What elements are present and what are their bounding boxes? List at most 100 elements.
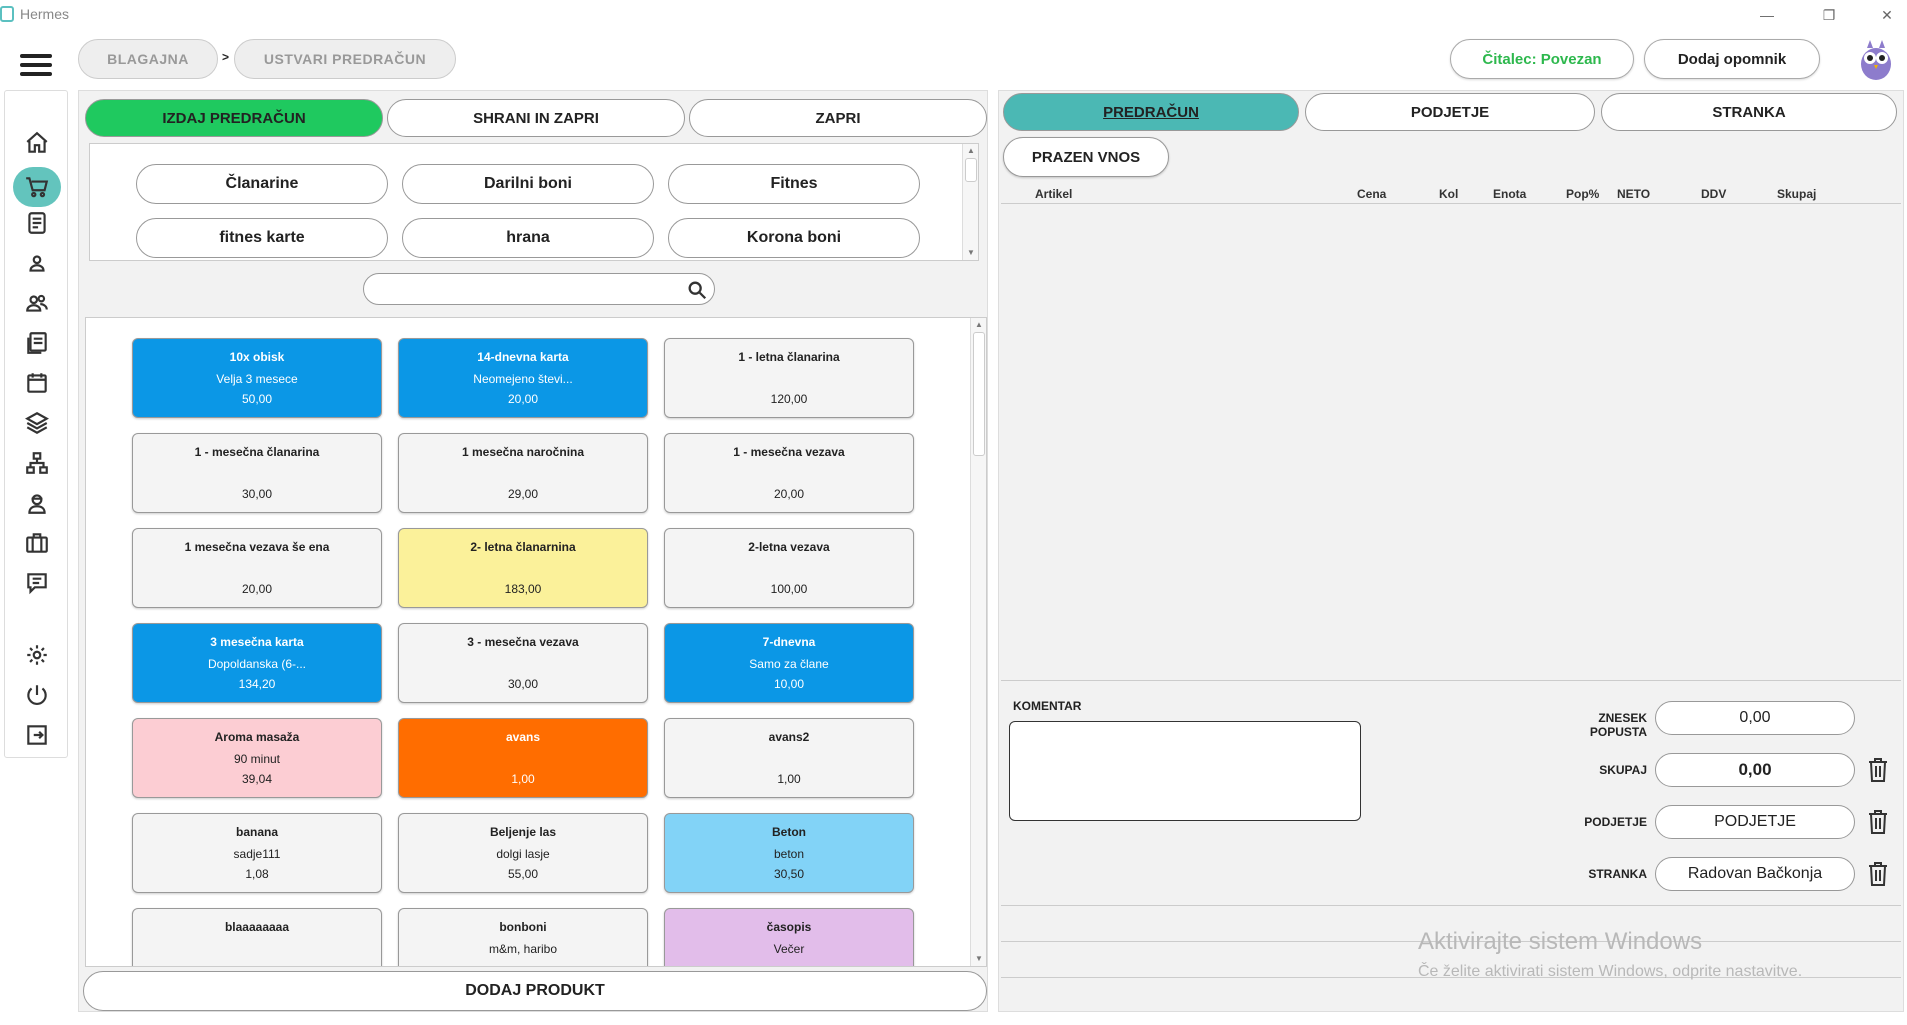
category-clanarine[interactable]: Članarine: [136, 164, 388, 204]
category-scrollbar[interactable]: ▲ ▼: [962, 144, 978, 260]
gear-icon[interactable]: [21, 639, 53, 671]
product-description: Velja 3 mesece: [216, 372, 298, 386]
product-tile[interactable]: avans 1,00: [398, 718, 648, 798]
product-name: časopis: [766, 920, 812, 934]
add-product-button[interactable]: DODAJ PRODUKT: [83, 971, 987, 1011]
product-tile[interactable]: 1 mesečna naročnina 29,00: [398, 433, 648, 513]
tab-predracun[interactable]: PREDRAČUN: [1003, 93, 1299, 131]
avatar[interactable]: [1858, 36, 1894, 82]
category-scroll-thumb[interactable]: [965, 158, 977, 182]
scroll-down-icon[interactable]: ▼: [967, 248, 975, 257]
close-window-button[interactable]: ✕: [1881, 7, 1893, 23]
layers-icon[interactable]: [21, 407, 53, 439]
breadcrumb-ustvari-predracun[interactable]: USTVARI PREDRAČUN: [234, 39, 456, 79]
scroll-down-icon[interactable]: ▼: [975, 954, 983, 963]
calendar-icon[interactable]: [21, 367, 53, 399]
person-icon[interactable]: [21, 247, 53, 279]
save-and-close-button[interactable]: SHRANI IN ZAPRI: [387, 99, 685, 137]
category-hrana[interactable]: hrana: [402, 218, 654, 258]
product-tile[interactable]: blaaaaaaaa: [132, 908, 382, 966]
product-tile[interactable]: 7-dnevna Samo za člane 10,00: [664, 623, 914, 703]
scroll-up-icon[interactable]: ▲: [967, 146, 975, 155]
worker-icon[interactable]: [21, 487, 53, 519]
invoice-panel: PREDRAČUN PODJETJE STRANKA PRAZEN VNOS A…: [998, 90, 1904, 1012]
company-field[interactable]: PODJETJE: [1655, 805, 1855, 839]
product-name: banana: [235, 825, 278, 839]
customer-field[interactable]: Radovan Bačkonja: [1655, 857, 1855, 891]
divider: [1001, 977, 1901, 978]
scroll-up-icon[interactable]: ▲: [975, 320, 983, 329]
products-panel: IZDAJ PREDRAČUN SHRANI IN ZAPRI ZAPRI Čl…: [78, 90, 988, 1012]
documents-icon[interactable]: [21, 327, 53, 359]
close-button[interactable]: ZAPRI: [689, 99, 987, 137]
network-icon[interactable]: [21, 447, 53, 479]
discount-field[interactable]: 0,00: [1655, 701, 1855, 735]
product-tile[interactable]: 10x obisk Velja 3 mesece 50,00: [132, 338, 382, 418]
product-price: 134,20: [238, 677, 276, 691]
briefcase-icon[interactable]: [21, 527, 53, 559]
product-price: 1,00: [777, 772, 801, 786]
product-tile[interactable]: 1 - letna članarina 120,00: [664, 338, 914, 418]
document-icon[interactable]: [21, 207, 53, 239]
product-tile[interactable]: Aroma masaža 90 minut 39,04: [132, 718, 382, 798]
product-tile[interactable]: 3 - mesečna vezava 30,00: [398, 623, 648, 703]
product-description: sadje111: [233, 847, 281, 861]
chat-icon[interactable]: [21, 567, 53, 599]
product-price: 29,00: [507, 487, 539, 501]
product-price: 20,00: [773, 487, 805, 501]
restore-button[interactable]: ❐: [1822, 7, 1836, 23]
divider: [1001, 905, 1901, 906]
tab-stranka[interactable]: STRANKA: [1601, 93, 1897, 131]
add-reminder-button[interactable]: Dodaj opomnik: [1644, 39, 1820, 79]
invoice-items-list[interactable]: [1001, 203, 1901, 681]
home-icon[interactable]: [21, 127, 53, 159]
comment-label: KOMENTAR: [1013, 699, 1082, 713]
empty-entry-button[interactable]: PRAZEN VNOS: [1003, 137, 1169, 177]
product-tile[interactable]: bonboni m&m, haribo: [398, 908, 648, 966]
product-tile[interactable]: 3 mesečna karta Dopoldanska (6-... 134,20: [132, 623, 382, 703]
product-name: 1 - letna članarina: [738, 350, 840, 364]
product-name: 1 mesečna naročnina: [461, 445, 585, 459]
product-tile[interactable]: 1 mesečna vezava še ena 20,00: [132, 528, 382, 608]
category-fitnes-karte[interactable]: fitnes karte: [136, 218, 388, 258]
trash-icon[interactable]: [1867, 861, 1889, 887]
window-title: Hermes: [20, 6, 70, 22]
product-scroll-thumb[interactable]: [973, 332, 985, 456]
power-icon[interactable]: [21, 679, 53, 711]
product-name: Aroma masaža: [214, 730, 300, 744]
tab-podjetje[interactable]: PODJETJE: [1305, 93, 1595, 131]
product-name: 14-dnevna karta: [477, 350, 569, 364]
product-tile[interactable]: 2- letna članarnina 183,00: [398, 528, 648, 608]
product-tile[interactable]: Beljenje las dolgi lasje 55,00: [398, 813, 648, 893]
reader-status-button[interactable]: Čitalec: Povezan: [1450, 39, 1634, 79]
trash-icon[interactable]: [1867, 809, 1889, 835]
product-tile[interactable]: avans2 1,00: [664, 718, 914, 798]
product-tile[interactable]: 2-letna vezava 100,00: [664, 528, 914, 608]
minimize-button[interactable]: —: [1760, 7, 1774, 23]
comment-textarea[interactable]: [1009, 721, 1361, 821]
category-fitnes[interactable]: Fitnes: [668, 164, 920, 204]
product-tile[interactable]: banana sadje111 1,08: [132, 813, 382, 893]
sidebar: [4, 90, 68, 758]
issue-invoice-button[interactable]: IZDAJ PREDRAČUN: [85, 99, 383, 137]
product-description: Neomejeno števi...: [473, 372, 573, 386]
product-tile[interactable]: Beton beton 30,50: [664, 813, 914, 893]
product-name: 1 - mesečna članarina: [194, 445, 320, 459]
logout-icon[interactable]: [21, 719, 53, 751]
product-tile[interactable]: časopis Večer: [664, 908, 914, 966]
search-icon[interactable]: [686, 279, 708, 301]
breadcrumb-blagajna[interactable]: BLAGAJNA: [78, 39, 218, 79]
search-input[interactable]: [376, 278, 676, 300]
product-scrollbar[interactable]: ▲ ▼: [970, 318, 986, 966]
category-darilni-boni[interactable]: Darilni boni: [402, 164, 654, 204]
category-korona-boni[interactable]: Korona boni: [668, 218, 920, 258]
product-name: Beljenje las: [489, 825, 557, 839]
trash-icon[interactable]: [1867, 757, 1889, 783]
product-tile[interactable]: 1 - mesečna vezava 20,00: [664, 433, 914, 513]
cart-icon[interactable]: [13, 167, 61, 207]
owl-avatar-icon: [1861, 40, 1891, 80]
people-icon[interactable]: [21, 287, 53, 319]
hamburger-menu-icon[interactable]: [20, 54, 52, 76]
product-tile[interactable]: 14-dnevna karta Neomejeno števi... 20,00: [398, 338, 648, 418]
product-tile[interactable]: 1 - mesečna članarina 30,00: [132, 433, 382, 513]
